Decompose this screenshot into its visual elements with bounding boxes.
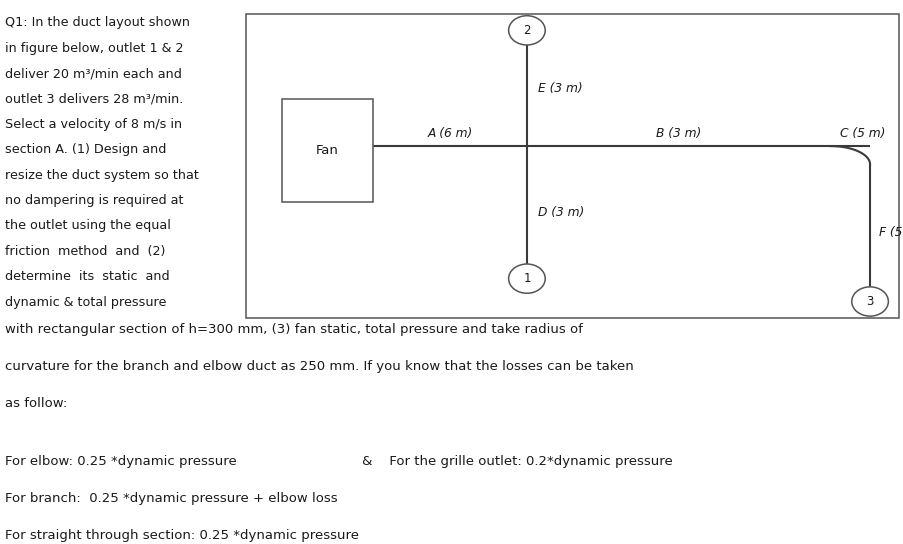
Text: dynamic & total pressure: dynamic & total pressure (5, 295, 166, 308)
Text: as follow:: as follow: (5, 397, 67, 410)
Text: with rectangular section of h=300 mm, (3) fan static, total pressure and take ra: with rectangular section of h=300 mm, (3… (5, 323, 582, 336)
Text: E (3 m): E (3 m) (537, 82, 582, 95)
Text: friction  method  and  (2): friction method and (2) (5, 245, 164, 258)
Text: section A. (1) Design and: section A. (1) Design and (5, 143, 166, 156)
Text: in figure below, outlet 1 & 2: in figure below, outlet 1 & 2 (5, 42, 182, 55)
Ellipse shape (851, 287, 888, 316)
Text: A (6 m): A (6 m) (427, 127, 472, 140)
Text: F (5 m): F (5 m) (878, 226, 903, 239)
Text: resize the duct system so that: resize the duct system so that (5, 169, 198, 182)
FancyBboxPatch shape (246, 14, 898, 318)
Text: curvature for the branch and elbow duct as 250 mm. If you know that the losses c: curvature for the branch and elbow duct … (5, 360, 633, 373)
Text: For elbow: 0.25 *dynamic pressure: For elbow: 0.25 *dynamic pressure (5, 455, 236, 468)
Text: Select a velocity of 8 m/s in: Select a velocity of 8 m/s in (5, 118, 182, 131)
Text: outlet 3 delivers 28 m³/min.: outlet 3 delivers 28 m³/min. (5, 92, 182, 106)
Text: D (3 m): D (3 m) (537, 206, 583, 219)
Ellipse shape (508, 264, 545, 293)
Text: B (3 m): B (3 m) (656, 127, 701, 140)
Ellipse shape (508, 16, 545, 45)
Text: deliver 20 m³/min each and: deliver 20 m³/min each and (5, 67, 182, 80)
Text: 1: 1 (523, 272, 530, 285)
Text: For branch:  0.25 *dynamic pressure + elbow loss: For branch: 0.25 *dynamic pressure + elb… (5, 492, 337, 505)
Polygon shape (282, 99, 373, 202)
Text: C (5 m): C (5 m) (839, 127, 884, 140)
Text: determine  its  static  and: determine its static and (5, 270, 169, 283)
Text: 2: 2 (523, 24, 530, 37)
Text: For straight through section: 0.25 *dynamic pressure: For straight through section: 0.25 *dyna… (5, 529, 358, 542)
Text: 3: 3 (865, 295, 873, 308)
Text: Fan: Fan (316, 144, 339, 157)
Text: the outlet using the equal: the outlet using the equal (5, 219, 170, 232)
Text: Q1: In the duct layout shown: Q1: In the duct layout shown (5, 16, 190, 29)
Text: &    For the grille outlet: 0.2*dynamic pressure: & For the grille outlet: 0.2*dynamic pre… (361, 455, 672, 468)
Text: no dampering is required at: no dampering is required at (5, 194, 182, 207)
